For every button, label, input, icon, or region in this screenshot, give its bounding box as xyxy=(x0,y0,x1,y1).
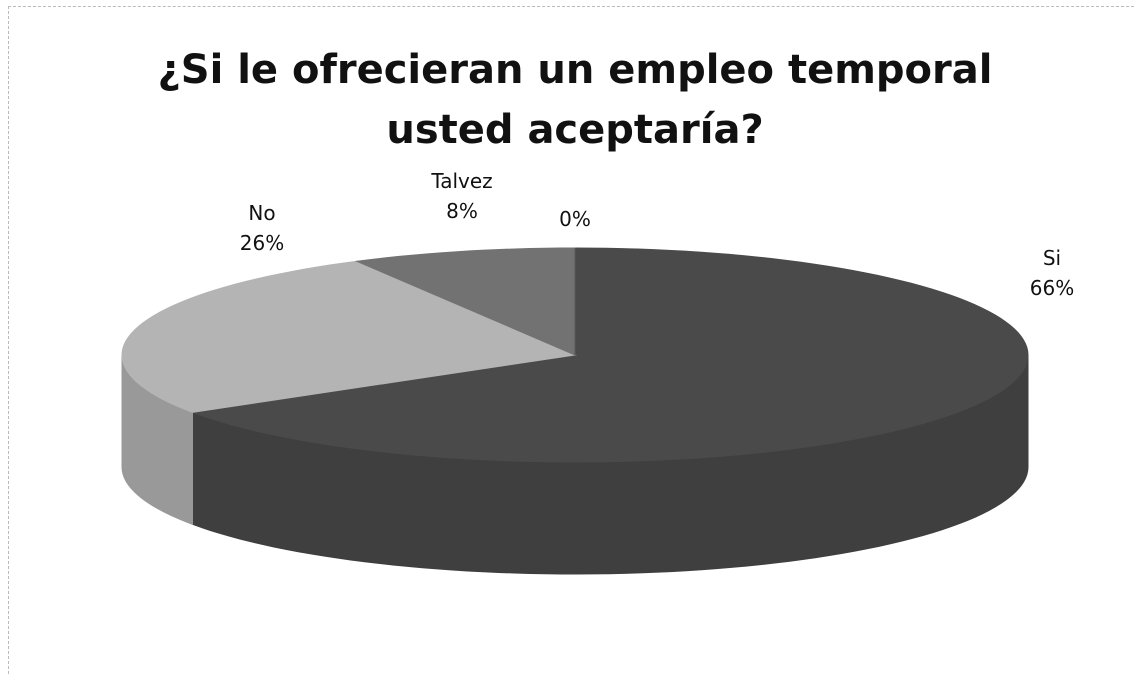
category-label: No xyxy=(248,201,275,225)
value-label: 66% xyxy=(1030,276,1074,300)
value-label: 26% xyxy=(240,231,284,255)
pie-slice xyxy=(192,247,1029,463)
category-label: Talvez xyxy=(430,169,492,193)
frame-border xyxy=(8,6,1134,674)
value-label: 8% xyxy=(446,199,478,223)
pie-slice xyxy=(121,260,577,413)
value-label: 0% xyxy=(559,207,591,231)
category-label: Si xyxy=(1043,246,1061,270)
chart-title: ¿Si le ofrecieran un empleo temporal ust… xyxy=(157,47,993,153)
pie-slice xyxy=(354,247,576,356)
